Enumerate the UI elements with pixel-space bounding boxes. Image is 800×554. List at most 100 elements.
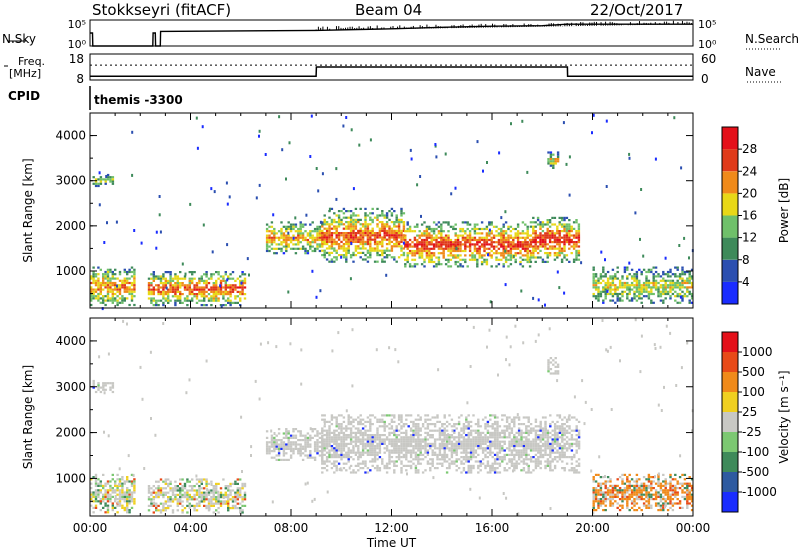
heatmap-2-cell-3 xyxy=(378,214,382,217)
heatmap-3-cell-3 xyxy=(342,427,346,430)
heatmap-2-cell-4 xyxy=(507,249,510,253)
heatmap-2-cell-4 xyxy=(449,238,453,242)
heatmap-3-cell-3 xyxy=(426,445,430,448)
heatmap-2-cell-5 xyxy=(575,236,578,239)
heatmap-2-cell-1 xyxy=(159,286,163,289)
heatmap-2-cell-4 xyxy=(524,241,527,244)
heatmap-3-cell-3 xyxy=(388,458,391,461)
heatmap-2-cell-7 xyxy=(547,158,550,161)
heatmap-2-cell-1 xyxy=(210,295,213,298)
heatmap-3-cell-2 xyxy=(287,443,290,446)
heatmap-2-cell-4 xyxy=(480,254,484,257)
heatmap-3-cell-1 xyxy=(200,498,203,501)
freq-series-0 xyxy=(90,66,693,78)
heatmap-2-cell-4 xyxy=(478,247,481,250)
heatmap-3-cell-1 xyxy=(227,493,230,496)
heatmap-2-cell-6 xyxy=(674,273,677,276)
heatmap-2-cell-3 xyxy=(359,240,362,243)
heatmap-3-cell-1 xyxy=(227,498,230,501)
heatmap-3-cell-3 xyxy=(417,453,420,456)
heatmap-3-cell-1 xyxy=(155,491,158,494)
heatmap-2-cell-3 xyxy=(349,254,353,257)
heatmap-2-cell-6 xyxy=(647,297,651,300)
heatmap-3-cell-2 xyxy=(285,430,288,433)
heatmap-3-cell-3 xyxy=(354,434,358,437)
heatmap-2-cell-4 xyxy=(454,227,457,231)
heatmap-2-cell-4 xyxy=(430,254,433,257)
heatmap-3-cell-3 xyxy=(441,456,444,459)
heatmap-3-cell-3 xyxy=(438,420,442,423)
heatmap-2-cell-5 xyxy=(563,230,566,233)
heatmap-3-cell-2 xyxy=(316,447,319,450)
heatmap-2-cell-4 xyxy=(404,230,407,233)
heatmap-3-cell-3 xyxy=(395,436,398,439)
heatmap-2-cell-1 xyxy=(167,282,170,285)
heatmap-2-cell-5 xyxy=(560,260,564,263)
heatmap-2-cell-3 xyxy=(340,218,343,221)
heatmap-2-cell-6 xyxy=(654,275,658,278)
heatmap-3-cell-1 xyxy=(176,487,179,490)
heatmap-2-cell-1 xyxy=(152,271,155,274)
heatmap-2-cell-4 xyxy=(428,243,431,246)
heatmap-2-cell-4 xyxy=(502,238,505,242)
heatmap-2-cell-5 xyxy=(565,234,569,237)
heatmap-2-cell-3 xyxy=(371,212,374,215)
heatmap-3-cell-3 xyxy=(445,456,449,459)
heatmap-3-cell-3 xyxy=(445,442,449,445)
heatmap-3-cell-3 xyxy=(465,440,468,443)
heatmap-3-cell-1 xyxy=(200,496,203,499)
heatmap-3-cell-0 xyxy=(128,493,131,496)
heatmap-3-cell-3 xyxy=(383,467,386,470)
heatmap-3-cell-3 xyxy=(405,456,408,459)
heatmap-2-cell-6 xyxy=(664,297,667,300)
heatmap-3-cell-3 xyxy=(357,438,360,441)
heatmap-3-cell-2 xyxy=(309,452,312,455)
heatmap-3-cell-3 xyxy=(438,427,442,430)
heatmap-3-cell-2 xyxy=(289,447,293,450)
heatmap-2-cell-1 xyxy=(179,282,182,285)
heatmap-3-cell-3 xyxy=(352,425,355,428)
heatmap-3-cell-3 xyxy=(417,418,420,421)
heatmap-2-cell-4 xyxy=(464,258,467,261)
heatmap-2-cell-0 xyxy=(128,290,131,293)
heatmap-2-cell-3 xyxy=(373,249,377,252)
heatmap-3-cell-3 xyxy=(335,429,338,432)
heatmap-3-cell-3 xyxy=(443,416,446,419)
heatmap-2-cell-0 xyxy=(99,281,102,285)
heatmap-2-cell-3 xyxy=(388,243,391,246)
heatmap-3-cell-3 xyxy=(388,434,391,437)
heatmap-3-cell-3 xyxy=(505,427,509,430)
heatmap-3-cell-2 xyxy=(282,432,286,435)
heatmap-2-cell-4 xyxy=(524,243,527,246)
heatmap-3-cell-0 xyxy=(104,495,107,498)
heatmap-2-cell-1 xyxy=(157,293,160,296)
heatmap-3-cell-3 xyxy=(498,464,502,467)
heatmap-3-cell-3 xyxy=(508,436,511,439)
heatmap-3-cell-3 xyxy=(333,449,336,452)
heatmap-2-speckle xyxy=(568,193,571,197)
heatmap-3-cell-3 xyxy=(510,460,514,463)
heatmap-3-cell-3 xyxy=(424,436,427,439)
heatmap-3-cell-3 xyxy=(457,416,461,419)
heatmap-3-cell-3 xyxy=(388,462,391,465)
heatmap-2-cell-3 xyxy=(354,207,358,210)
heatmap-3-cell-2 xyxy=(265,441,269,444)
heatmap-3-cell-3 xyxy=(417,442,420,445)
heatmap-2-cell-4 xyxy=(430,243,433,246)
heatmap-2-cell-6 xyxy=(690,286,694,289)
heatmap-3-cell-0 xyxy=(99,482,102,485)
heatmap-2-cell-1 xyxy=(203,304,206,307)
heatmap-3-cell-3 xyxy=(321,449,324,452)
heatmap-2-cell-0 xyxy=(123,268,126,271)
heatmap-2-cell-0 xyxy=(104,295,107,298)
heatmap-3-cell-3 xyxy=(481,436,485,439)
heatmap-3-cell-3 xyxy=(328,425,331,428)
heatmap-2-cell-4 xyxy=(514,252,517,255)
heatmap-2-cell-6 xyxy=(592,279,595,282)
heatmap-2-cell-5 xyxy=(570,252,573,255)
heatmap-3-cell-0 xyxy=(114,484,117,487)
heatmap-2-cell-3 xyxy=(390,229,394,232)
heatmap-3-cell-3 xyxy=(498,456,502,459)
heatmap-2-cell-6 xyxy=(621,295,624,298)
heatmap-2-cell-0 xyxy=(94,295,98,298)
